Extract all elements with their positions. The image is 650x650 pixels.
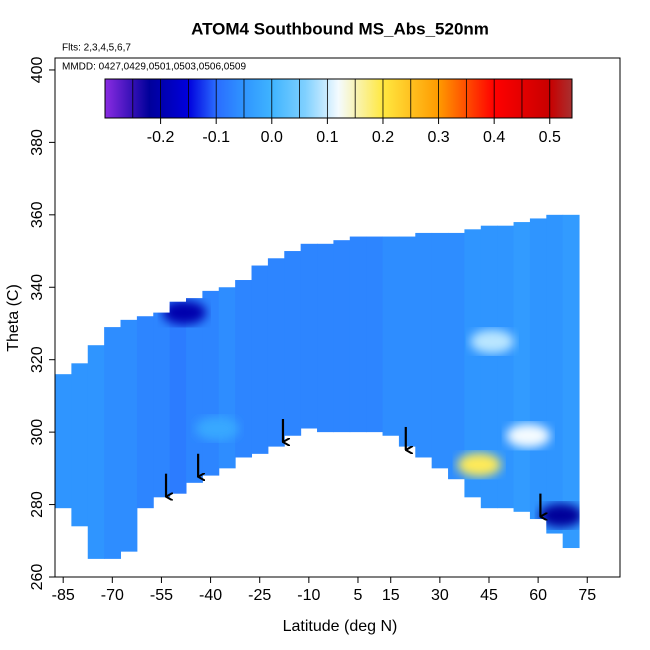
feature-spot [506, 423, 551, 448]
field [55, 214, 580, 559]
field-cell [431, 232, 449, 469]
field-cell [120, 319, 138, 552]
x-axis-label: Latitude (deg N) [283, 618, 398, 635]
feature-spot [470, 329, 515, 354]
feature-spot [457, 452, 502, 477]
feature-spot [539, 503, 580, 528]
x-tick-label: -25 [248, 587, 271, 604]
chart-title: ATOM4 Southbound MS_Abs_520nm [191, 19, 489, 38]
y-axis-label: Theta (C) [5, 284, 22, 352]
annotation: MMDD: 0427,0429,0501,0503,0506,0509 [62, 62, 246, 73]
field-cell [251, 265, 269, 454]
field-cell [284, 251, 302, 436]
x-tick-label: 75 [578, 587, 596, 604]
plot-frame [54, 57, 621, 578]
field-cell [382, 236, 400, 436]
field-cell [300, 243, 318, 429]
feature-spot [195, 416, 240, 441]
colorbar [104, 78, 573, 119]
x-tick-label: -40 [199, 587, 222, 604]
field-cell [398, 236, 416, 447]
field-cell [202, 290, 220, 476]
x-tick-label: -85 [52, 587, 75, 604]
field-cell [153, 312, 171, 498]
field-cell [562, 214, 580, 549]
field-cell [136, 316, 154, 509]
field-cell [267, 258, 285, 447]
y-tick-label: 300 [29, 419, 46, 446]
colorbar-tick-label: 0.1 [316, 129, 338, 146]
y-tick-label: 340 [29, 274, 46, 301]
x-tick-label: 45 [480, 587, 498, 604]
y-tick-label: 260 [29, 564, 46, 591]
colorbar-tick-label: -0.2 [147, 129, 175, 146]
field-cell [448, 232, 465, 480]
colorbar-tick-label: 0.2 [372, 129, 394, 146]
x-tick-label: -55 [150, 587, 173, 604]
x-tick-label: 5 [354, 587, 363, 604]
colorbar-tick-label: 0.3 [427, 129, 449, 146]
x-tick-label: 15 [382, 587, 400, 604]
field-cell [55, 374, 72, 509]
features [162, 300, 580, 528]
field-cell [333, 240, 351, 433]
field-cell [349, 236, 367, 433]
field-cell [546, 214, 564, 534]
y-tick-label: 320 [29, 346, 46, 373]
field-cell [513, 222, 531, 512]
subtitle: Flts: 2,3,4,5,6,7 [62, 43, 131, 54]
field-cell [415, 232, 433, 458]
field-cell [71, 363, 89, 527]
field-cell [104, 327, 122, 559]
colorbar-tick-label: -0.1 [202, 129, 230, 146]
field-cell [186, 298, 203, 483]
colorbar-tick-label: 0.0 [261, 129, 283, 146]
colorbar-tick-label: 0.5 [539, 129, 561, 146]
y-tick-label: 360 [29, 201, 46, 228]
x-tick-label: 30 [431, 587, 449, 604]
y-tick-label: 380 [29, 129, 46, 156]
field-cell [366, 236, 384, 433]
field-cell [169, 301, 187, 494]
feature-spot [162, 300, 207, 325]
y-tick-label: 280 [29, 491, 46, 518]
axes: -85 -70 -55 -40 -25 -10 5 15 30 45 60 75 260 280 300 32… [29, 57, 621, 604]
field-cell [529, 218, 547, 520]
field-cell [218, 287, 236, 469]
field-cell [87, 345, 105, 559]
colorbar-tick-label: 0.4 [483, 129, 505, 146]
field-cell [317, 243, 334, 433]
field-cell [464, 229, 482, 498]
y-tick-label: 400 [29, 57, 46, 84]
field-cell [480, 225, 498, 509]
x-tick-label: 60 [529, 587, 547, 604]
x-tick-label: -70 [101, 587, 124, 604]
x-tick-label: -10 [297, 587, 320, 604]
field-cell [235, 280, 253, 458]
